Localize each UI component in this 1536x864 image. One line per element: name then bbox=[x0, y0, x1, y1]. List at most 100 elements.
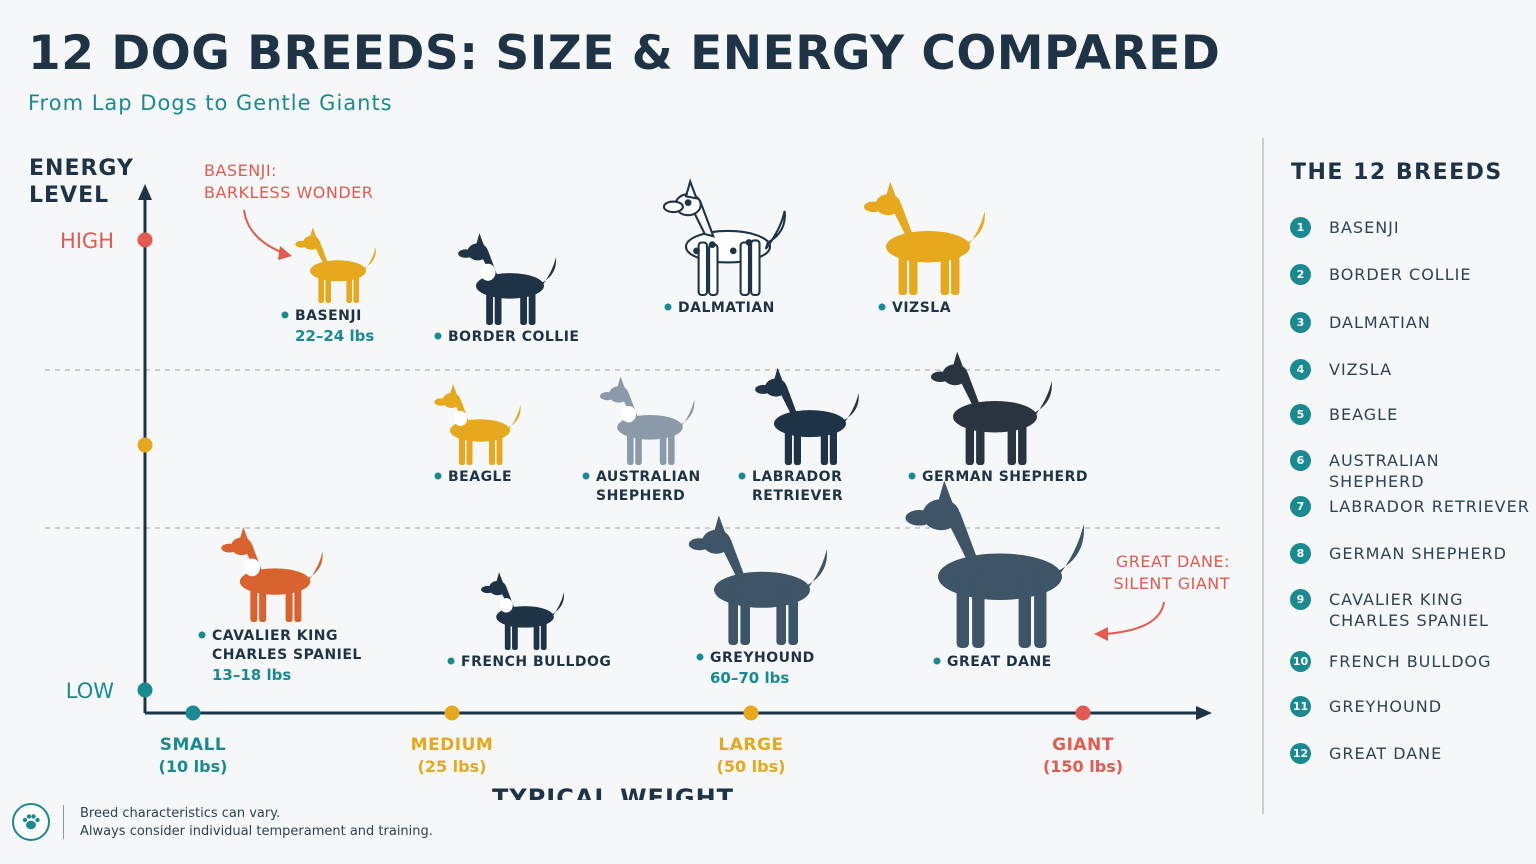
breed-label-great-dane: GREAT DANE bbox=[947, 654, 1052, 670]
y-axis-title: ENERGY bbox=[29, 156, 134, 181]
size-tick-label: GIANT bbox=[1052, 735, 1114, 755]
beagle-icon bbox=[434, 384, 521, 465]
callout-arrow-basenji bbox=[243, 209, 287, 255]
legend-number-badge: 2 bbox=[1290, 264, 1311, 285]
legend-label: GREYHOUND bbox=[1329, 697, 1443, 716]
callout-arrow-great-dane bbox=[1103, 601, 1165, 635]
legend-label: FRENCH BULLDOG bbox=[1329, 652, 1492, 671]
x-axis-title: TYPICAL WEIGHT bbox=[492, 784, 734, 800]
legend-item: 5 BEAGLE bbox=[1290, 404, 1530, 425]
legend-item: 6 AUSTRALIAN SHEPHERD bbox=[1290, 450, 1530, 492]
page-title: 12 DOG BREEDS: SIZE & ENERGY COMPARED bbox=[28, 26, 1221, 81]
breed-label-greyhound: GREYHOUND bbox=[710, 650, 815, 666]
breed-marker-dalmatian bbox=[664, 303, 672, 311]
breed-marker-cavalier-king-charles-spaniel bbox=[198, 631, 206, 639]
breed-marker-french-bulldog bbox=[447, 657, 455, 665]
legend-item: 8 GERMAN SHEPHERD bbox=[1290, 543, 1530, 564]
dalmatian-icon bbox=[662, 178, 786, 297]
legend-divider bbox=[1262, 138, 1264, 814]
paw-icon bbox=[12, 803, 50, 841]
breed-weight-greyhound: 60–70 lbs bbox=[710, 669, 789, 687]
breed-marker-australian-shepherd bbox=[582, 472, 590, 480]
page-subtitle: From Lap Dogs to Gentle Giants bbox=[28, 91, 393, 115]
labrador-retriever-icon bbox=[755, 367, 859, 465]
legend-number-badge: 10 bbox=[1290, 651, 1311, 672]
breed-label-border-collie: BORDER COLLIE bbox=[448, 329, 579, 345]
german-shepherd-icon bbox=[930, 351, 1052, 465]
greyhound-icon bbox=[688, 515, 828, 645]
energy-level-dot bbox=[137, 437, 153, 453]
breed-label-cavalier-king-charles-spaniel: CAVALIER KING bbox=[212, 628, 338, 644]
legend-number-badge: 8 bbox=[1290, 543, 1311, 564]
cavalier-icon bbox=[221, 526, 323, 622]
legend-item: 1 BASENJI bbox=[1290, 217, 1530, 238]
legend-number-badge: 1 bbox=[1290, 217, 1311, 238]
legend-title: THE 12 BREEDS bbox=[1291, 160, 1503, 185]
legend-label: BEAGLE bbox=[1329, 405, 1399, 424]
breed-marker-vizsla bbox=[878, 303, 886, 311]
legend-label: BASENJI bbox=[1329, 218, 1400, 237]
legend-number-badge: 6 bbox=[1290, 450, 1311, 471]
energy-level-dot bbox=[137, 682, 153, 698]
size-tick-weight: (150 lbs) bbox=[1043, 757, 1123, 776]
breed-label-german-shepherd: GERMAN SHEPHERD bbox=[922, 469, 1088, 485]
size-tick-label: SMALL bbox=[160, 735, 226, 755]
legend-label: CAVALIER KING CHARLES SPANIEL bbox=[1329, 590, 1489, 630]
legend-number-badge: 5 bbox=[1290, 404, 1311, 425]
energy-level-dot bbox=[137, 232, 153, 248]
footer-note: Breed characteristics can vary. Always c… bbox=[80, 805, 433, 841]
breed-label-basenji: BASENJI bbox=[295, 308, 362, 324]
energy-level-label: HIGH bbox=[60, 229, 114, 253]
breed-marker-german-shepherd bbox=[908, 472, 916, 480]
size-tick-weight: (10 lbs) bbox=[159, 757, 228, 776]
legend-item: 7 LABRADOR RETRIEVER bbox=[1290, 496, 1530, 517]
legend-label: VIZSLA bbox=[1329, 360, 1393, 379]
y-axis-title: LEVEL bbox=[29, 183, 109, 208]
size-tick-dot bbox=[185, 705, 201, 721]
breed-weight-basenji: 22–24 lbs bbox=[295, 327, 374, 345]
breed-label-beagle: BEAGLE bbox=[448, 469, 512, 485]
legend-label: GREAT DANE bbox=[1329, 744, 1443, 763]
legend-number-badge: 12 bbox=[1290, 743, 1311, 764]
callout-basenji: BARKLESS WONDER bbox=[204, 183, 373, 202]
size-tick-dot bbox=[444, 705, 460, 721]
basenji-icon bbox=[295, 227, 376, 303]
energy-level-label: LOW bbox=[66, 679, 114, 703]
breed-label-australian-shepherd: SHEPHERD bbox=[596, 488, 685, 504]
size-tick-dot bbox=[1075, 705, 1091, 721]
size-tick-weight: (25 lbs) bbox=[418, 757, 487, 776]
legend-label: LABRADOR RETRIEVER bbox=[1329, 497, 1530, 516]
breed-marker-border-collie bbox=[434, 332, 442, 340]
breed-weight-cavalier-king-charles-spaniel: 13–18 lbs bbox=[212, 666, 291, 684]
breed-marker-beagle bbox=[434, 472, 442, 480]
callout-arrowhead-basenji bbox=[278, 246, 292, 260]
footer-line-2: Always consider individual temperament a… bbox=[80, 824, 433, 839]
legend-item: 11 GREYHOUND bbox=[1290, 696, 1530, 717]
great-dane-icon bbox=[905, 480, 1085, 648]
legend-number-badge: 3 bbox=[1290, 312, 1311, 333]
callout-great-dane: SILENT GIANT bbox=[1113, 574, 1230, 593]
legend-label: BORDER COLLIE bbox=[1329, 265, 1472, 284]
breed-label-australian-shepherd: AUSTRALIAN bbox=[596, 469, 701, 485]
x-axis-arrow bbox=[1196, 706, 1212, 720]
size-tick-label: MEDIUM bbox=[411, 735, 494, 755]
y-axis-arrow bbox=[138, 184, 152, 200]
legend-label: GERMAN SHEPHERD bbox=[1329, 544, 1507, 563]
breed-marker-great-dane bbox=[933, 657, 941, 665]
legend-item: 4 VIZSLA bbox=[1290, 359, 1530, 380]
legend-label: AUSTRALIAN SHEPHERD bbox=[1329, 451, 1440, 491]
legend-item: 12 GREAT DANE bbox=[1290, 743, 1530, 764]
breed-marker-greyhound bbox=[696, 653, 704, 661]
callout-great-dane: GREAT DANE: bbox=[1116, 552, 1230, 571]
vizsla-icon bbox=[863, 181, 985, 295]
footer-line-1: Breed characteristics can vary. bbox=[80, 806, 281, 821]
breed-marker-labrador-retriever bbox=[738, 472, 746, 480]
breed-label-french-bulldog: FRENCH BULLDOG bbox=[461, 654, 611, 670]
legend-number-badge: 4 bbox=[1290, 359, 1311, 380]
size-tick-weight: (50 lbs) bbox=[717, 757, 786, 776]
legend-number-badge: 9 bbox=[1290, 589, 1311, 610]
legend-number-badge: 7 bbox=[1290, 496, 1311, 517]
callout-arrowhead-great-dane bbox=[1094, 627, 1108, 641]
australian-shepherd-icon bbox=[599, 376, 695, 465]
